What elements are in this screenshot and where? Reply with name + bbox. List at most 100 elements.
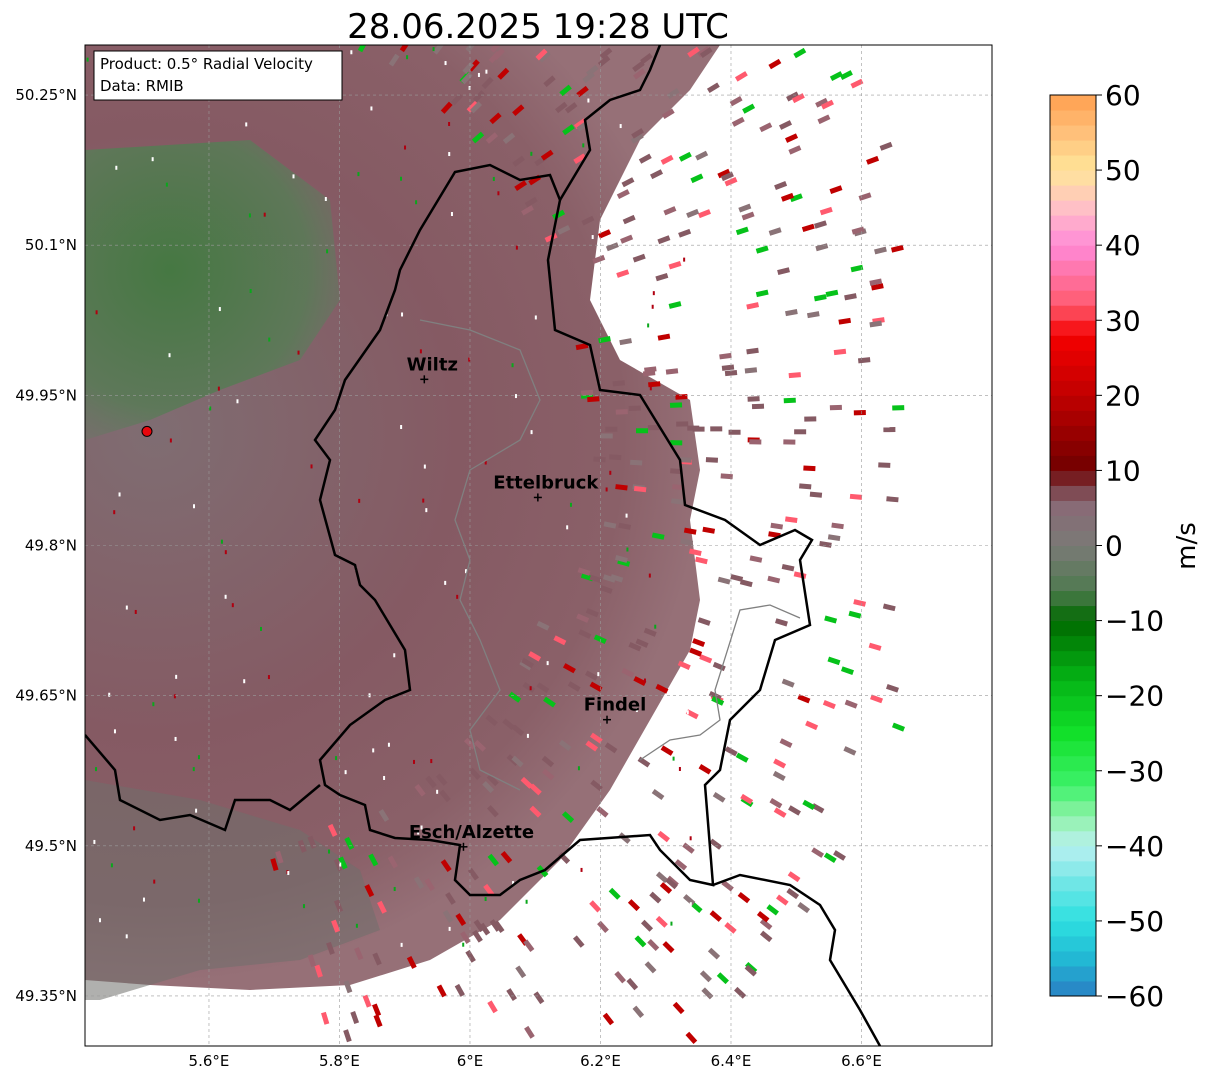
velocity-gate <box>641 919 654 932</box>
velocity-gate <box>444 580 447 585</box>
velocity-gate <box>649 891 662 904</box>
velocity-gate <box>355 923 358 928</box>
velocity-gate <box>814 220 827 229</box>
city-label: Findel <box>584 695 647 716</box>
map-gridlines <box>85 45 992 1046</box>
velocity-gate <box>485 714 498 727</box>
velocity-gate <box>719 352 732 360</box>
velocity-gate <box>511 755 524 768</box>
velocity-gate <box>717 576 731 585</box>
velocity-gate <box>445 892 456 905</box>
velocity-gate <box>546 661 549 666</box>
velocity-gate <box>848 610 862 619</box>
velocity-gate <box>785 309 798 317</box>
velocity-gate <box>534 315 537 320</box>
velocity-gate <box>248 213 251 218</box>
velocity-gate <box>853 599 867 607</box>
velocity-gate <box>728 429 741 435</box>
velocity-gate <box>354 947 364 961</box>
velocity-gate <box>487 853 499 867</box>
velocity-gate <box>600 433 613 439</box>
velocity-gate <box>630 459 643 466</box>
velocity-gate <box>175 674 178 679</box>
velocity-gate <box>686 710 689 715</box>
velocity-gate <box>593 456 606 463</box>
velocity-gate <box>767 575 781 584</box>
velocity-gate <box>605 487 608 492</box>
velocity-gate <box>450 93 463 106</box>
velocity-gate <box>589 900 602 913</box>
velocity-gate <box>173 694 176 699</box>
velocity-gate <box>689 647 703 657</box>
velocity-gate <box>849 493 863 500</box>
velocity-gate <box>473 739 487 752</box>
velocity-gate <box>387 742 390 747</box>
velocity-gate <box>442 909 454 923</box>
colorbar-band <box>1050 935 1096 952</box>
velocity-gate <box>450 212 453 217</box>
velocity-gate <box>555 101 568 114</box>
velocity-gate <box>404 145 407 150</box>
velocity-gate <box>720 473 733 480</box>
velocity-gate <box>632 60 645 73</box>
x-tick-label: 6.2°E <box>580 1052 621 1070</box>
velocity-gate <box>486 774 499 787</box>
velocity-gate <box>669 402 683 408</box>
velocity-gate <box>780 192 794 202</box>
velocity-gate <box>95 767 98 772</box>
velocity-gate <box>326 941 335 955</box>
velocity-gate <box>538 50 551 63</box>
velocity-gate <box>697 209 711 219</box>
velocity-gate <box>599 47 613 59</box>
velocity-gate <box>487 1000 498 1014</box>
velocity-gate <box>783 397 796 404</box>
velocity-gate <box>751 403 765 410</box>
velocity-gate <box>197 755 200 760</box>
velocity-gate <box>634 935 647 948</box>
velocity-gate <box>609 470 612 475</box>
velocity-gate <box>638 153 652 164</box>
velocity-gate <box>633 485 647 493</box>
velocity-gate <box>829 71 843 82</box>
velocity-gate <box>260 626 263 631</box>
velocity-gate <box>263 212 266 217</box>
velocity-gate <box>195 808 198 813</box>
velocity-gate <box>648 381 661 388</box>
velocity-gate <box>113 510 116 515</box>
velocity-gate <box>709 910 722 922</box>
velocity-gate <box>393 886 396 891</box>
x-tick-label: 5.6°E <box>189 1052 230 1070</box>
colorbar-band <box>1050 575 1096 592</box>
velocity-gate <box>605 242 619 252</box>
velocity-gate <box>585 608 599 618</box>
colorbar-band <box>1050 110 1096 126</box>
velocity-gate <box>605 426 618 432</box>
velocity-gate <box>781 678 795 688</box>
velocity-gate <box>528 651 542 662</box>
velocity-gate <box>662 941 675 954</box>
velocity-gate <box>819 206 833 216</box>
velocity-gate <box>802 799 816 811</box>
velocity-gate <box>685 709 699 720</box>
velocity-gate <box>657 333 671 341</box>
velocity-gate <box>401 312 404 317</box>
velocity-gate <box>440 859 452 872</box>
velocity-gate <box>651 304 654 309</box>
velocity-gate <box>766 904 779 916</box>
velocity-gate <box>436 984 447 998</box>
velocity-gate <box>610 574 624 583</box>
velocity-gate <box>414 784 426 797</box>
velocity-gate <box>406 55 409 60</box>
velocity-gate <box>472 929 483 943</box>
velocity-gate <box>784 516 798 524</box>
velocity-gate <box>245 122 248 127</box>
colorbar-band <box>1050 845 1096 862</box>
velocity-gate <box>292 174 295 179</box>
velocity-gate <box>497 191 500 196</box>
velocity-gate <box>338 856 348 870</box>
velocity-gate <box>98 918 101 923</box>
velocity-gate <box>660 745 674 756</box>
velocity-gate <box>512 104 525 116</box>
velocity-gate <box>636 235 639 240</box>
colorbar-band <box>1050 230 1096 246</box>
